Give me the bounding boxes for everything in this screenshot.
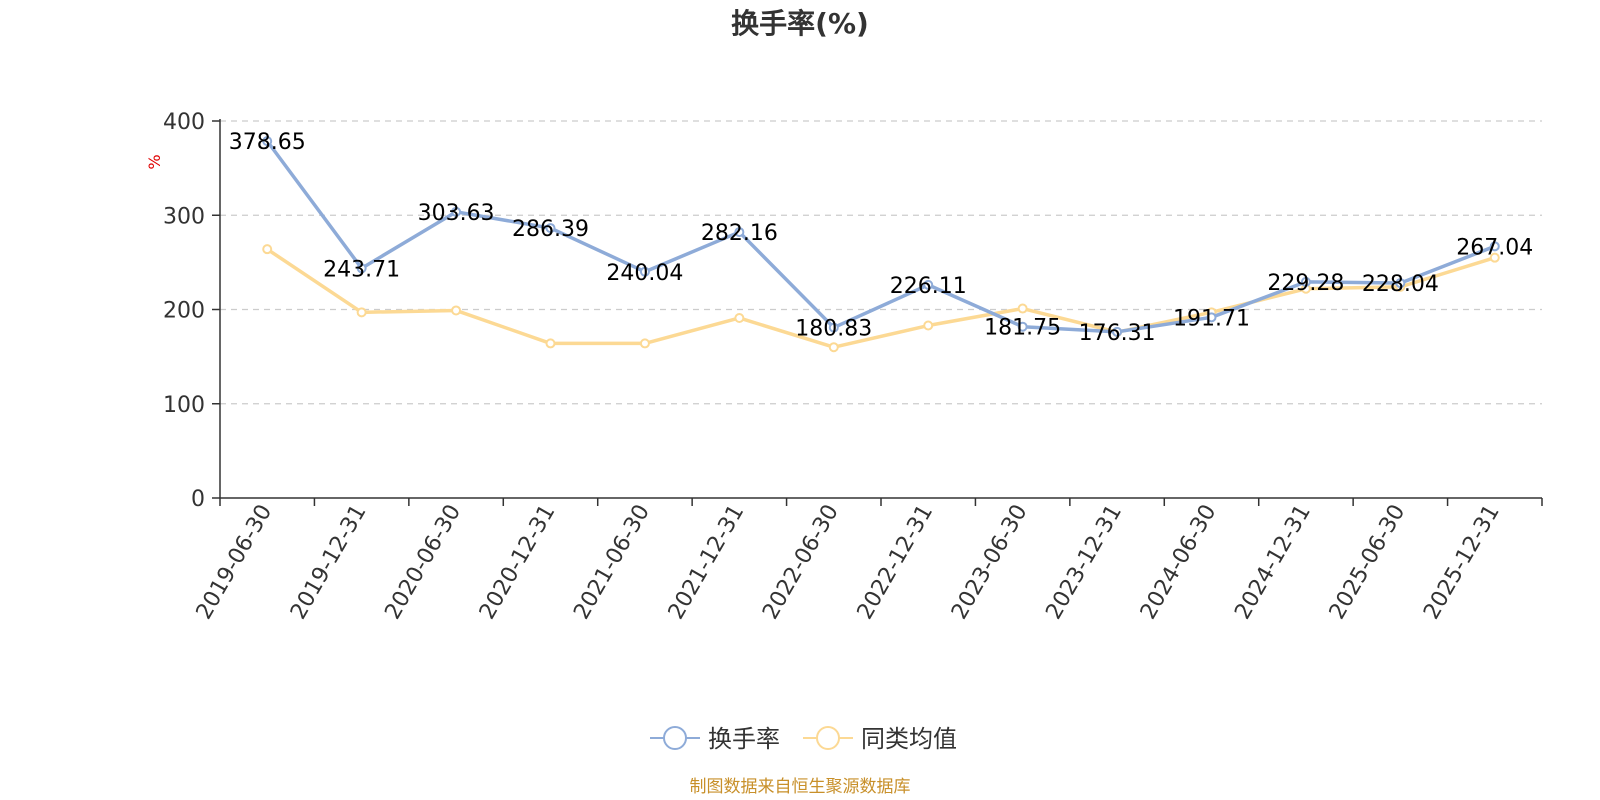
data-label: 176.31 [1079,321,1156,346]
grid-lines [220,120,1542,405]
y-tick-label: 200 [163,299,205,324]
data-label: 303.63 [418,201,495,226]
data-label: 243.71 [323,257,400,282]
data-label: 191.71 [1173,306,1250,331]
x-tick-label: 2025-12-31 [1419,501,1505,624]
data-point [1017,321,1028,332]
legend-marker-1 [816,726,840,750]
data-label: 226.11 [890,274,967,299]
data-point [545,338,556,349]
source-note: 制图数据来自恒生聚源数据库 [690,777,911,797]
y-tick-label: 300 [163,204,205,229]
data-point [734,227,745,238]
data-point [1112,326,1123,337]
data-labels: 378.65 243.71 303.63 286.39 240.04 282.16 180.… [229,130,1534,346]
data-point [1017,303,1028,314]
x-tick-label: 2019-06-30 [192,501,278,624]
data-label: 181.75 [984,316,1061,341]
data-point [639,338,650,349]
data-point [1395,278,1406,289]
series-line-0 [265,140,1496,334]
x-tick-label: 2022-06-30 [758,501,844,624]
data-point [262,136,273,147]
data-label: 282.16 [701,221,778,246]
axes: 0 100 200 300 400 2019-06-30 2019-12-31 2020-06… [163,110,1543,624]
y-tick-label: 400 [163,110,205,135]
data-label: 229.28 [1267,271,1344,296]
series-lines [262,136,1500,353]
x-tick-label: 2023-12-31 [1041,501,1127,624]
x-tick-label: 2020-12-31 [475,501,561,624]
data-point [1300,276,1311,287]
data-point [828,342,839,353]
legend-label-0: 换手率 [708,725,780,753]
data-point [545,223,556,234]
data-label: 286.39 [512,217,589,242]
data-point [923,279,934,290]
x-tick-label: 2020-06-30 [380,501,466,624]
data-point [1489,252,1500,263]
data-point [923,320,934,331]
legend-label-1: 同类均值 [861,725,957,753]
x-tick-label: 2025-06-30 [1325,501,1411,624]
data-point [1489,241,1500,252]
y-tick-label: 0 [191,487,205,512]
data-label: 228.04 [1362,272,1439,297]
data-point [451,206,462,217]
y-axis-unit: % [145,154,164,169]
data-label: 240.04 [606,261,683,286]
data-label: 180.83 [795,317,872,342]
data-point [451,305,462,316]
data-point [356,307,367,318]
data-point [828,322,839,333]
data-point [262,244,273,255]
data-point [639,266,650,277]
x-tick-label: 2021-12-31 [664,501,750,624]
x-tick-label: 2019-12-31 [286,501,372,624]
chart-title: 换手率(%) [731,7,869,40]
data-point [734,312,745,323]
data-point [1206,312,1217,323]
data-label: 267.04 [1456,235,1533,260]
data-point [356,263,367,274]
series-line-1 [266,247,1496,349]
legend-marker-0 [663,726,687,750]
x-tick-label: 2024-06-30 [1136,501,1222,624]
legend: 换手率 同类均值 [650,725,957,753]
x-tick-label: 2024-12-31 [1230,501,1316,624]
x-tick-label: 2023-06-30 [947,501,1033,624]
x-tick-label: 2021-06-30 [569,501,655,624]
y-tick-label: 100 [163,393,205,418]
data-label: 378.65 [229,130,306,155]
x-tick-label: 2022-12-31 [853,501,939,624]
